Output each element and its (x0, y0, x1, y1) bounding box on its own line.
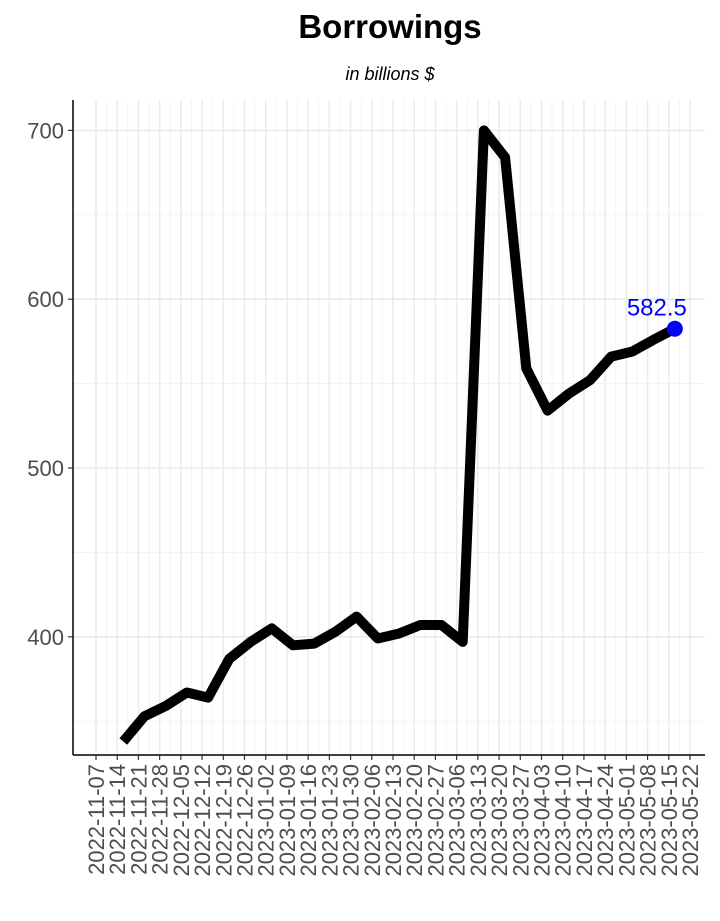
x-tick-label: 2023-03-27 (508, 764, 533, 877)
x-tick-label: 2023-04-03 (530, 764, 555, 877)
y-tick-label: 700 (27, 118, 64, 143)
x-tick-label: 2023-05-15 (657, 764, 682, 877)
horizontal-gridlines (73, 129, 705, 722)
x-tick-label: 2022-11-21 (126, 764, 151, 875)
x-tick-label: 2023-03-20 (487, 764, 512, 877)
x-tick-label: 2023-02-06 (360, 764, 385, 877)
x-tick-label: 2023-03-13 (466, 764, 491, 877)
y-tick-label: 500 (27, 456, 64, 481)
y-tick-label: 400 (27, 625, 64, 650)
x-tick-label: 2023-05-01 (614, 764, 639, 877)
last-point-marker: 582.5 (627, 295, 687, 337)
x-tick-label: 2023-03-06 (445, 764, 470, 877)
x-tick-label: 2023-01-23 (317, 764, 342, 877)
x-tick-label: 2023-02-27 (423, 764, 448, 877)
x-tick-label: 2022-12-26 (233, 764, 258, 877)
x-tick-label: 2023-05-22 (678, 764, 703, 877)
x-tick-label: 2023-02-20 (402, 764, 427, 877)
x-tick-label: 2022-12-12 (190, 764, 215, 877)
x-tick-label: 2023-01-09 (275, 764, 300, 877)
x-tick-label: 2022-11-14 (105, 764, 130, 875)
x-tick-label: 2023-05-08 (636, 764, 661, 877)
x-tick-label: 2023-01-16 (296, 764, 321, 877)
vertical-gridlines (95, 100, 691, 755)
x-tick-labels: 2022-11-072022-11-142022-11-212022-11-28… (84, 755, 703, 877)
x-tick-label: 2022-11-28 (148, 764, 173, 875)
x-tick-label: 2022-12-05 (169, 764, 194, 877)
last-point-dot (666, 320, 683, 337)
x-tick-label: 2023-04-24 (593, 764, 618, 877)
chart-subtitle: in billions $ (345, 64, 435, 84)
x-tick-label: 2022-12-19 (211, 764, 236, 877)
y-tick-label: 600 (27, 287, 64, 312)
series-layer (119, 125, 678, 745)
axes (72, 100, 705, 756)
y-tick-labels: 400 500 600 700 (27, 118, 73, 650)
series-line (119, 125, 678, 745)
x-tick-label: 2023-01-30 (339, 764, 364, 877)
x-tick-label: 2023-04-17 (572, 764, 597, 877)
x-tick-label: 2023-04-10 (551, 764, 576, 877)
x-tick-label: 2023-01-02 (254, 764, 279, 877)
chart-title: Borrowings (298, 8, 482, 45)
x-tick-label: 2022-11-07 (84, 764, 109, 875)
x-tick-label: 2023-02-13 (381, 764, 406, 877)
last-point-label: 582.5 (627, 295, 687, 322)
